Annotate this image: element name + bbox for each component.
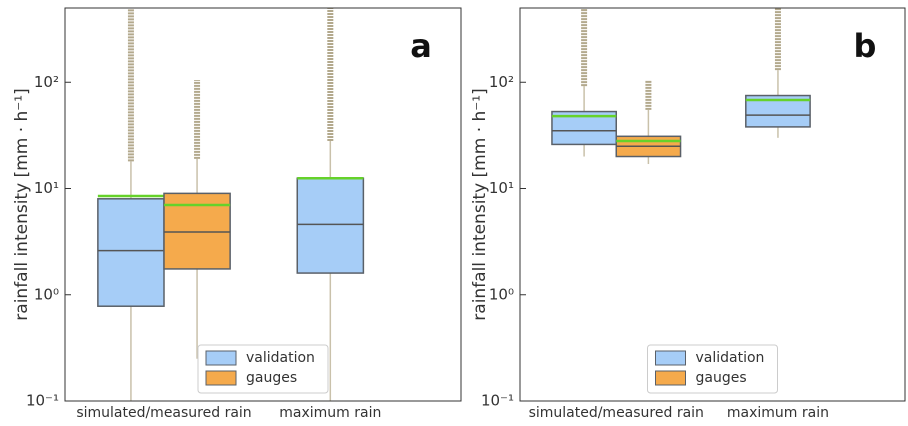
plot-frame [519,7,906,402]
legend-label: validation [696,350,765,366]
x-tick-label: simulated/measured rain [529,405,704,421]
panel-label: b [854,27,877,65]
y-tick-label: 10⁻¹ [481,392,514,410]
x-tick-label: maximum rain [279,405,381,421]
y-axis-label: rainfall intensity [mm · h⁻¹] [12,88,32,320]
legend-label: gauges [696,370,747,386]
y-tick-label: 10¹ [34,179,59,197]
legend-swatch [205,350,237,366]
legend-swatch [655,370,686,386]
legend-swatch [655,350,686,366]
box [296,177,365,274]
legend-label: gauges [246,370,297,386]
y-axis-label: rainfall intensity [mm · h⁻¹] [470,88,490,320]
y-tick-label: 10² [34,73,59,91]
y-tick-label: 10⁻¹ [26,392,59,410]
y-tick-label: 10⁰ [34,285,59,303]
y-tick-label: 10¹ [489,179,514,197]
panel-label: a [410,27,432,65]
plot-frame [64,7,462,402]
y-tick-label: 10² [489,73,514,91]
legend-swatch [205,370,237,386]
legend-label: validation [246,350,315,366]
x-tick-label: simulated/measured rain [76,405,251,421]
box [97,198,165,307]
x-tick-label: maximum rain [727,405,829,421]
y-tick-label: 10⁰ [489,285,514,303]
